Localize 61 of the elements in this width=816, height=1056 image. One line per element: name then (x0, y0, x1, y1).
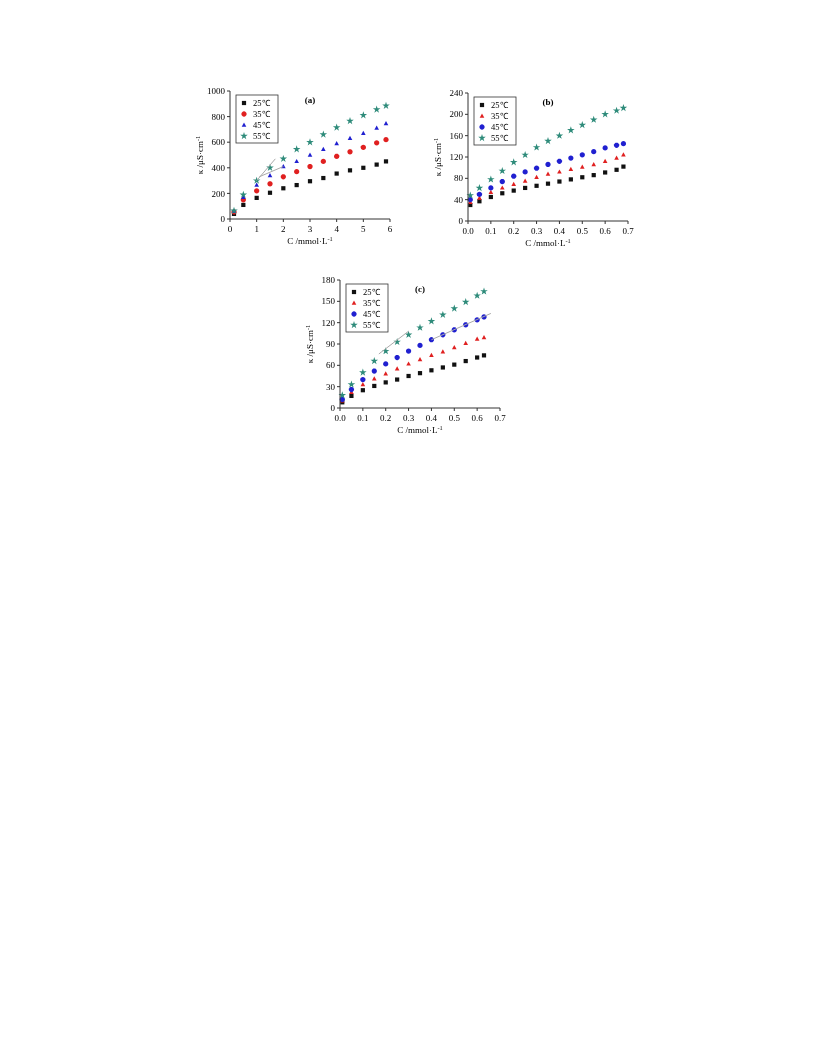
legend-label: 35℃ (363, 297, 381, 308)
legend-label: 25℃ (491, 99, 509, 110)
legend-label: 35℃ (253, 108, 271, 119)
text: (c) (415, 284, 425, 294)
x-tick-label: 0.5 (576, 226, 589, 236)
x-tick-label: 0.7 (494, 413, 507, 423)
y-tick-label: 90 (326, 339, 336, 350)
text: (b) (542, 97, 554, 107)
legend-label: 45℃ (491, 121, 509, 132)
x-axis-title: C /mmol·L$^{-1}$ (525, 236, 571, 248)
x-tick-label: 0 (227, 224, 233, 234)
y-tick-label: 200 (449, 109, 464, 120)
legend-label: 45℃ (363, 308, 381, 319)
x-tick-label: 5 (361, 224, 367, 234)
x-tick-label: 0.1 (357, 413, 369, 423)
legend-label: 55℃ (491, 132, 509, 143)
y-tick-label: 0 (330, 403, 336, 414)
x-tick-label: 0.1 (485, 226, 497, 236)
x-axis-title: C /mmol·L$^{-1}$ (287, 234, 333, 246)
x-tick-label: 0.0 (462, 226, 475, 236)
x-tick-label: 0.2 (508, 226, 520, 236)
y-tick-label: 120 (321, 317, 336, 328)
y-tick-label: 80 (454, 173, 464, 184)
x-tick-label: 0.3 (402, 413, 415, 423)
x-tick-label: 2 (281, 224, 286, 234)
y-tick-label: 150 (321, 296, 336, 307)
y-tick-label: 60 (326, 360, 336, 371)
legend-label: 25℃ (253, 97, 271, 108)
x-tick-label: 6 (387, 224, 393, 234)
x-tick-label: 0.4 (425, 413, 438, 423)
y-tick-label: 160 (449, 130, 464, 141)
y-tick-label: 180 (321, 275, 336, 286)
y-tick-label: 0 (458, 216, 464, 227)
x-tick-label: 4 (334, 224, 340, 234)
legend-label: 55℃ (363, 319, 381, 330)
x-axis-title: C /mmol·L$^{-1}$ (397, 423, 443, 435)
x-tick-label: 0.2 (380, 413, 392, 423)
legend-label: 35℃ (491, 110, 509, 121)
y-tick-label: 240 (449, 88, 464, 99)
y-tick-label: 0 (220, 214, 226, 225)
x-tick-label: 0.4 (553, 226, 566, 236)
y-tick-label: 400 (211, 162, 226, 173)
x-tick-label: 0.0 (334, 413, 347, 423)
x-tick-label: 0.6 (471, 413, 484, 423)
legend-label: 55℃ (253, 130, 271, 141)
legend-label: 25℃ (363, 286, 381, 297)
x-tick-label: 0.3 (530, 226, 543, 236)
x-tick-label: 0.5 (448, 413, 461, 423)
y-tick-label: 200 (211, 188, 226, 199)
y-tick-label: 1000 (207, 86, 226, 97)
y-tick-label: 800 (211, 111, 226, 122)
x-tick-label: 0.7 (622, 226, 635, 236)
legend-label: 45℃ (253, 119, 271, 130)
y-tick-label: 40 (454, 194, 464, 205)
x-tick-label: 1 (254, 224, 259, 234)
y-tick-label: 120 (449, 152, 464, 163)
chart-title: (a) (304, 95, 316, 105)
x-tick-label: 3 (307, 224, 313, 234)
x-tick-label: 0.6 (599, 226, 612, 236)
y-tick-label: 30 (326, 381, 336, 392)
y-tick-label: 600 (211, 137, 226, 148)
